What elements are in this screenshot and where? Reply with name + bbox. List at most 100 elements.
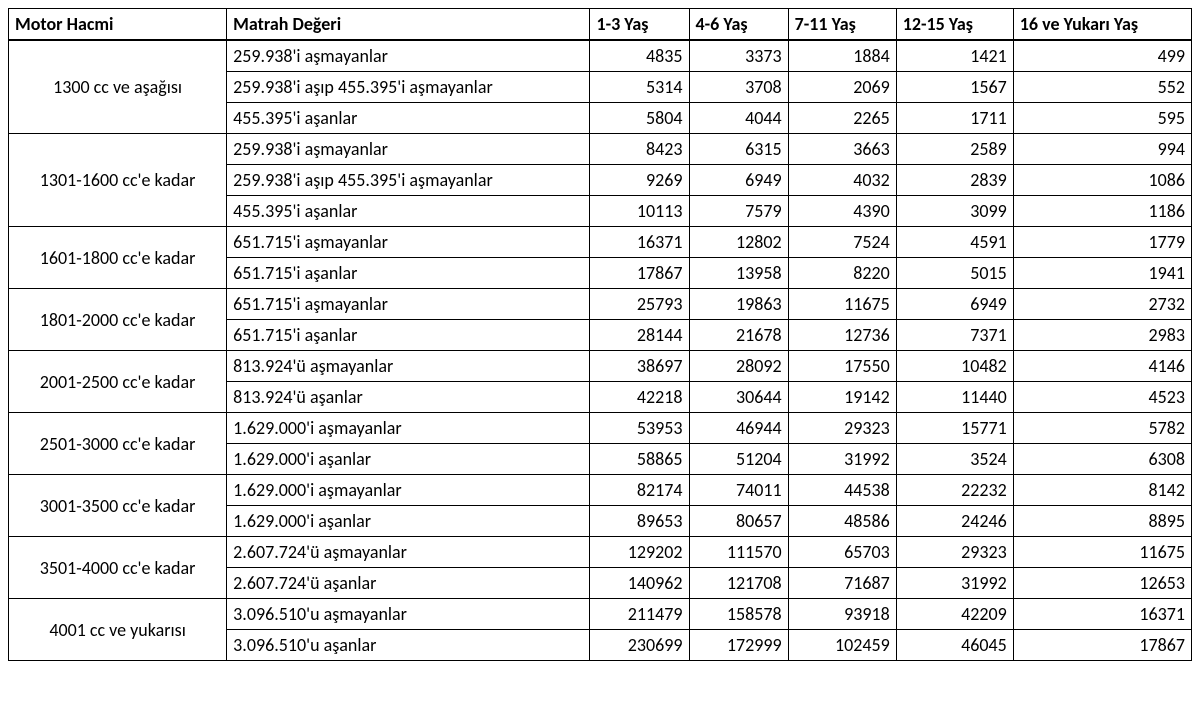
motor-hacmi-cell: 2001-2500 cc'e kadar: [9, 351, 227, 413]
col-motor-hacmi: Motor Hacmi: [9, 9, 227, 41]
value-cell: 2983: [1013, 320, 1191, 351]
value-cell: 71687: [788, 568, 896, 599]
motor-hacmi-cell: 1300 cc ve aşağısı: [9, 40, 227, 134]
col-matrah-degeri: Matrah Değeri: [227, 9, 590, 41]
value-cell: 11675: [788, 289, 896, 320]
value-cell: 3708: [689, 72, 788, 103]
value-cell: 8895: [1013, 506, 1191, 537]
value-cell: 2265: [788, 103, 896, 134]
matrah-cell: 651.715'i aşanlar: [227, 258, 590, 289]
value-cell: 1711: [896, 103, 1013, 134]
value-cell: 9269: [590, 165, 689, 196]
matrah-cell: 3.096.510'u aşanlar: [227, 630, 590, 661]
value-cell: 16371: [1013, 599, 1191, 630]
motor-hacmi-cell: 2501-3000 cc'e kadar: [9, 413, 227, 475]
value-cell: 29323: [788, 413, 896, 444]
value-cell: 51204: [689, 444, 788, 475]
value-cell: 172999: [689, 630, 788, 661]
value-cell: 28092: [689, 351, 788, 382]
motor-hacmi-cell: 4001 cc ve yukarısı: [9, 599, 227, 661]
value-cell: 74011: [689, 475, 788, 506]
value-cell: 38697: [590, 351, 689, 382]
value-cell: 4835: [590, 40, 689, 72]
value-cell: 3524: [896, 444, 1013, 475]
value-cell: 129202: [590, 537, 689, 568]
motor-hacmi-cell: 1601-1800 cc'e kadar: [9, 227, 227, 289]
matrah-cell: 259.938'i aşıp 455.395'i aşmayanlar: [227, 165, 590, 196]
value-cell: 7524: [788, 227, 896, 258]
value-cell: 1567: [896, 72, 1013, 103]
table-row: 2501-3000 cc'e kadar1.629.000'i aşmayanl…: [9, 413, 1192, 444]
value-cell: 102459: [788, 630, 896, 661]
motor-hacmi-cell: 1801-2000 cc'e kadar: [9, 289, 227, 351]
value-cell: 12653: [1013, 568, 1191, 599]
value-cell: 211479: [590, 599, 689, 630]
matrah-cell: 813.924'ü aşmayanlar: [227, 351, 590, 382]
value-cell: 21678: [689, 320, 788, 351]
value-cell: 42209: [896, 599, 1013, 630]
value-cell: 2069: [788, 72, 896, 103]
matrah-cell: 259.938'i aşmayanlar: [227, 40, 590, 72]
matrah-cell: 3.096.510'u aşmayanlar: [227, 599, 590, 630]
value-cell: 1421: [896, 40, 1013, 72]
value-cell: 552: [1013, 72, 1191, 103]
matrah-cell: 1.629.000'i aşanlar: [227, 506, 590, 537]
value-cell: 42218: [590, 382, 689, 413]
matrah-cell: 1.629.000'i aşanlar: [227, 444, 590, 475]
value-cell: 2589: [896, 134, 1013, 165]
col-age-1-3: 1-3 Yaş: [590, 9, 689, 41]
value-cell: 1884: [788, 40, 896, 72]
value-cell: 111570: [689, 537, 788, 568]
value-cell: 93918: [788, 599, 896, 630]
value-cell: 19142: [788, 382, 896, 413]
table-row: 1301-1600 cc'e kadar259.938'i aşmayanlar…: [9, 134, 1192, 165]
value-cell: 7579: [689, 196, 788, 227]
value-cell: 17867: [1013, 630, 1191, 661]
value-cell: 158578: [689, 599, 788, 630]
value-cell: 58865: [590, 444, 689, 475]
tax-table: Motor Hacmi Matrah Değeri 1-3 Yaş 4-6 Ya…: [8, 8, 1192, 661]
table-row: 3001-3500 cc'e kadar1.629.000'i aşmayanl…: [9, 475, 1192, 506]
value-cell: 46944: [689, 413, 788, 444]
table-row: 3501-4000 cc'e kadar2.607.724'ü aşmayanl…: [9, 537, 1192, 568]
value-cell: 8423: [590, 134, 689, 165]
value-cell: 8142: [1013, 475, 1191, 506]
value-cell: 1941: [1013, 258, 1191, 289]
value-cell: 2839: [896, 165, 1013, 196]
value-cell: 230699: [590, 630, 689, 661]
col-age-16up: 16 ve Yukarı Yaş: [1013, 9, 1191, 41]
motor-hacmi-cell: 1301-1600 cc'e kadar: [9, 134, 227, 227]
value-cell: 29323: [896, 537, 1013, 568]
matrah-cell: 259.938'i aşıp 455.395'i aşmayanlar: [227, 72, 590, 103]
value-cell: 7371: [896, 320, 1013, 351]
value-cell: 44538: [788, 475, 896, 506]
value-cell: 15771: [896, 413, 1013, 444]
value-cell: 48586: [788, 506, 896, 537]
value-cell: 30644: [689, 382, 788, 413]
value-cell: 5782: [1013, 413, 1191, 444]
value-cell: 10113: [590, 196, 689, 227]
value-cell: 5314: [590, 72, 689, 103]
value-cell: 25793: [590, 289, 689, 320]
value-cell: 4032: [788, 165, 896, 196]
matrah-cell: 455.395'i aşanlar: [227, 196, 590, 227]
table-row: 1300 cc ve aşağısı259.938'i aşmayanlar48…: [9, 40, 1192, 72]
value-cell: 4591: [896, 227, 1013, 258]
value-cell: 24246: [896, 506, 1013, 537]
value-cell: 140962: [590, 568, 689, 599]
value-cell: 12736: [788, 320, 896, 351]
table-row: 2001-2500 cc'e kadar813.924'ü aşmayanlar…: [9, 351, 1192, 382]
value-cell: 31992: [896, 568, 1013, 599]
value-cell: 11440: [896, 382, 1013, 413]
value-cell: 65703: [788, 537, 896, 568]
table-row: 4001 cc ve yukarısı3.096.510'u aşmayanla…: [9, 599, 1192, 630]
value-cell: 6949: [689, 165, 788, 196]
motor-hacmi-cell: 3501-4000 cc'e kadar: [9, 537, 227, 599]
value-cell: 5015: [896, 258, 1013, 289]
col-age-7-11: 7-11 Yaş: [788, 9, 896, 41]
table-row: 1801-2000 cc'e kadar651.715'i aşmayanlar…: [9, 289, 1192, 320]
table-row: 1601-1800 cc'e kadar651.715'i aşmayanlar…: [9, 227, 1192, 258]
value-cell: 6315: [689, 134, 788, 165]
matrah-cell: 259.938'i aşmayanlar: [227, 134, 590, 165]
matrah-cell: 1.629.000'i aşmayanlar: [227, 475, 590, 506]
